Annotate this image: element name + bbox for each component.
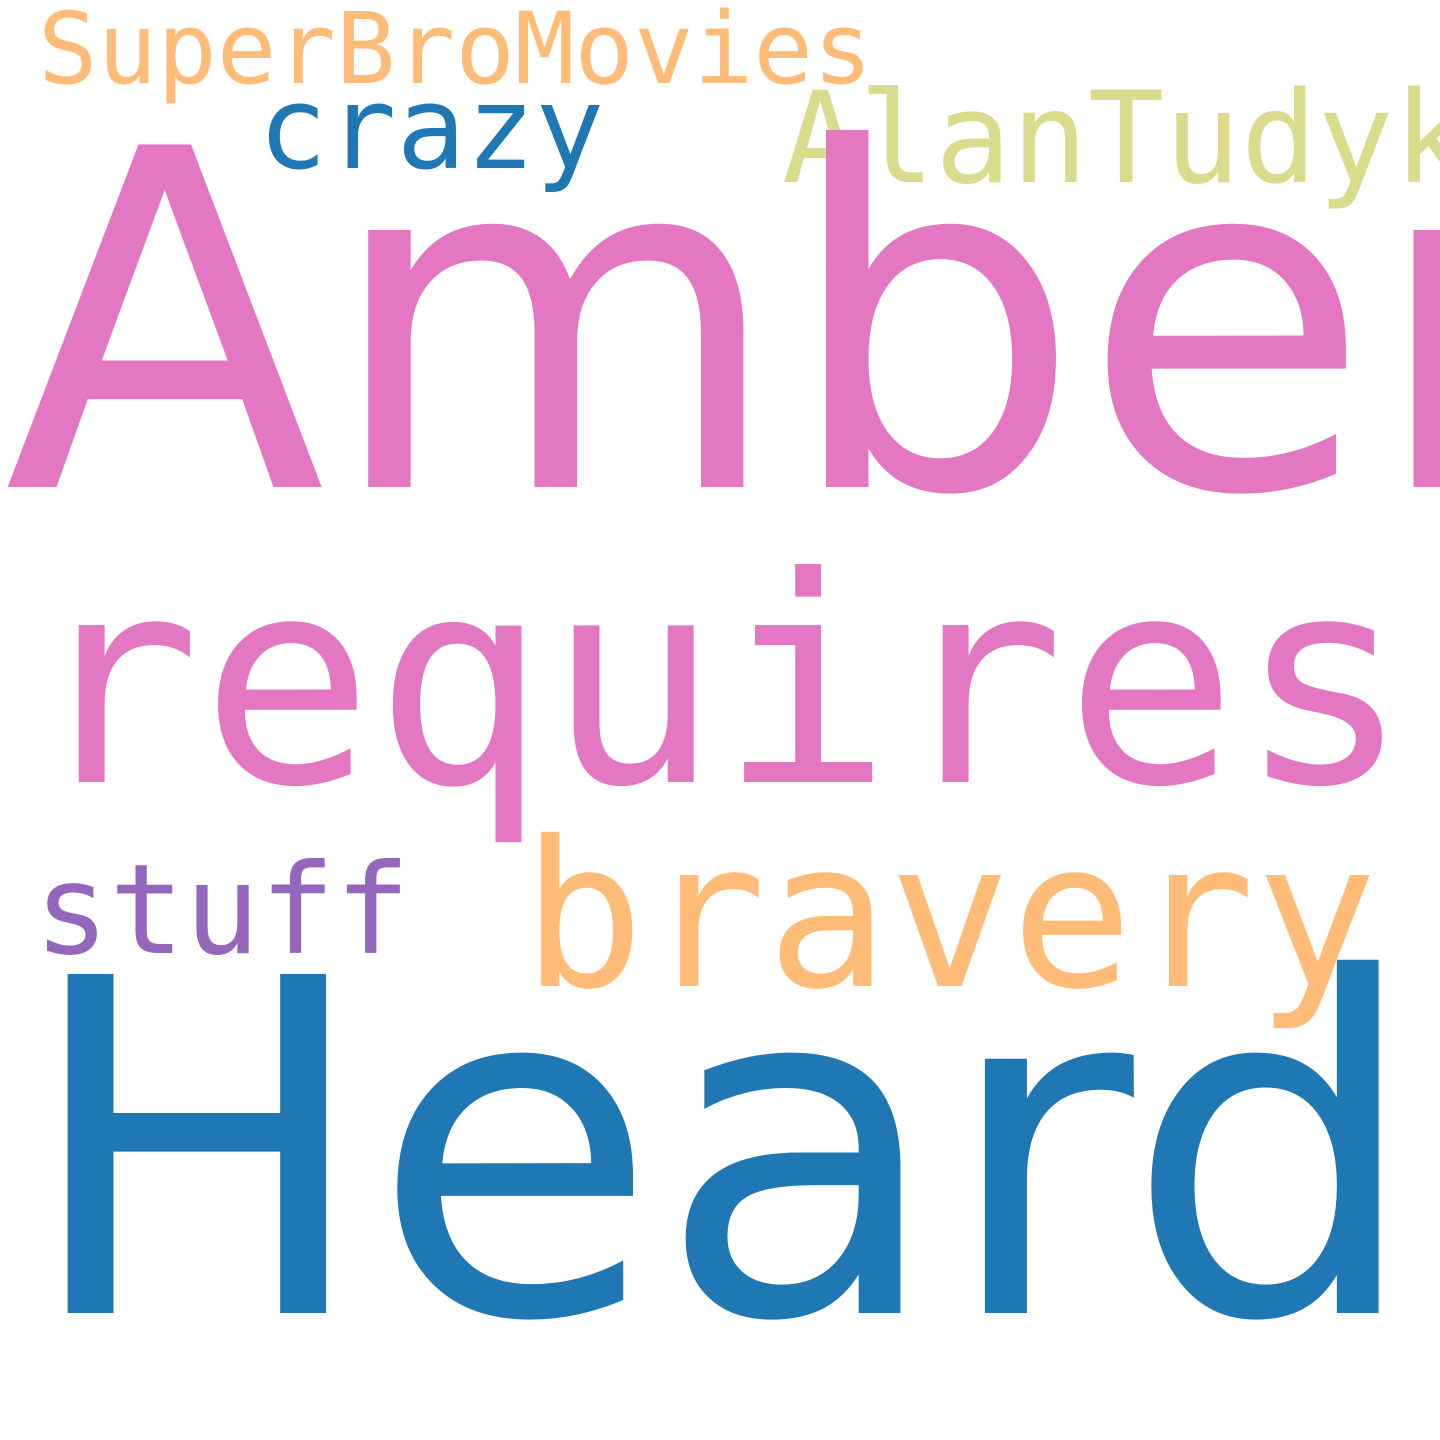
word-bravery: bravery	[522, 798, 1378, 1034]
word-alantudyk: AlanTudyk	[782, 64, 1440, 212]
word-stuff: stuff	[34, 838, 411, 983]
word-amber: Amber	[4, 51, 1440, 598]
word-heard: Heard	[22, 881, 1421, 1423]
word-crazy: crazy	[258, 62, 605, 196]
word-superbromovies: SuperBroMovies	[38, 0, 873, 107]
word-requires: requires	[28, 516, 1411, 850]
